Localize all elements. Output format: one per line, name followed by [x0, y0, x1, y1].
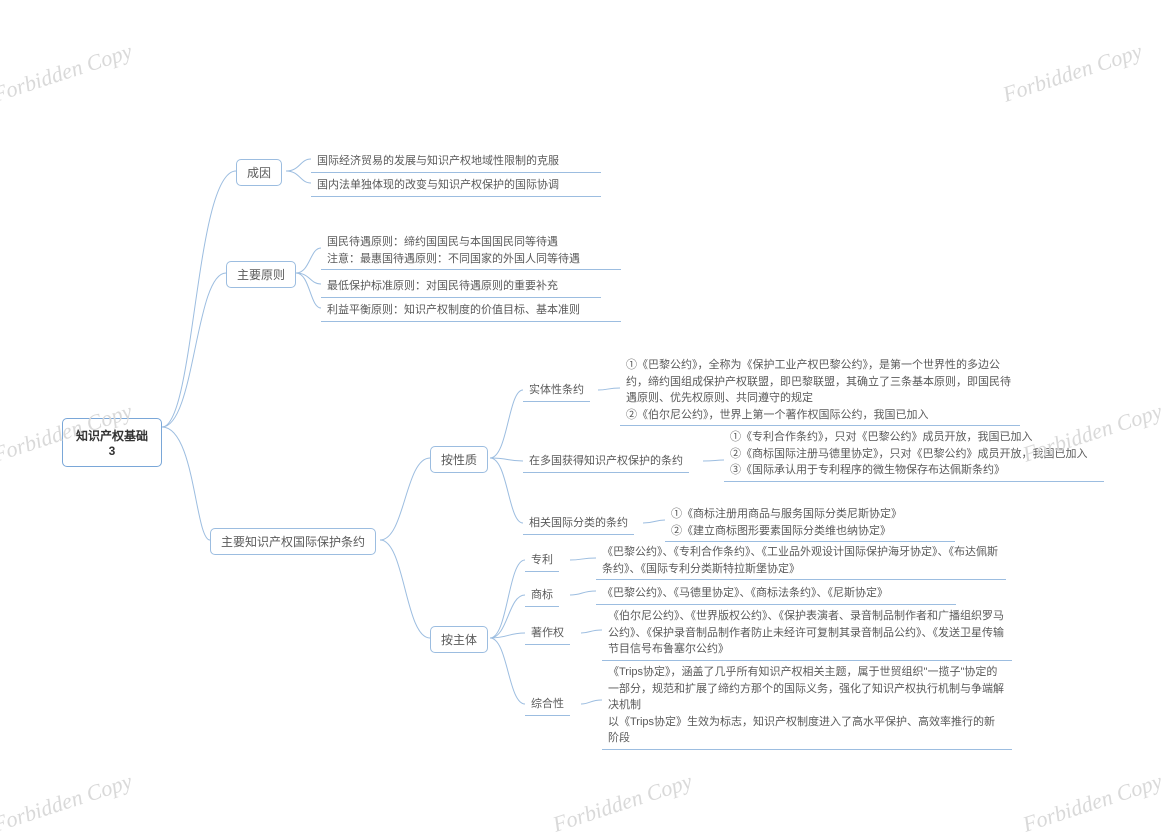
watermark: Forbidden Copy: [0, 38, 135, 107]
leaf-principle-2: 最低保护标准原则：对国民待遇原则的重要补充: [321, 276, 601, 298]
node-classification[interactable]: 相关国际分类的条约: [523, 513, 634, 535]
leaf-trademark: 《巴黎公约》、《马德里协定》、《商标法条约》、《尼斯协定》: [596, 583, 956, 605]
node-cause[interactable]: 成因: [236, 159, 282, 186]
leaf-patent: 《巴黎公约》、《专利合作条约》、《工业品外观设计国际保护海牙协定》、《布达佩斯条…: [596, 542, 1006, 580]
leaf-cause-1: 国际经济贸易的发展与知识产权地域性限制的克服: [311, 151, 601, 173]
leaf-cause-2: 国内法单独体现的改变与知识产权保护的国际协调: [311, 175, 601, 197]
node-trademark[interactable]: 商标: [525, 585, 559, 607]
watermark: Forbidden Copy: [550, 768, 696, 837]
node-by-subject[interactable]: 按主体: [430, 626, 488, 653]
watermark: Forbidden Copy: [0, 768, 135, 837]
watermark: Forbidden Copy: [1000, 38, 1146, 107]
node-substantive[interactable]: 实体性条约: [523, 380, 590, 402]
leaf-principle-3: 利益平衡原则：知识产权制度的价值目标、基本准则: [321, 300, 621, 322]
leaf-classification: ①《商标注册用商品与服务国际分类尼斯协定》 ②《建立商标图形要素国际分类维也纳协…: [665, 504, 955, 542]
leaf-substantive: ①《巴黎公约》，全称为《保护工业产权巴黎公约》，是第一个世界性的多边公约，缔约国…: [620, 355, 1020, 426]
node-principle[interactable]: 主要原则: [226, 261, 296, 288]
node-comprehensive[interactable]: 综合性: [525, 694, 570, 716]
leaf-comprehensive: 《Trips协定》，涵盖了几乎所有知识产权相关主题，属于世贸组织"一揽子"协定的…: [602, 662, 1012, 750]
node-copyright[interactable]: 著作权: [525, 623, 570, 645]
root-node[interactable]: 知识产权基础3: [62, 418, 162, 467]
node-patent[interactable]: 专利: [525, 550, 559, 572]
node-by-nature[interactable]: 按性质: [430, 446, 488, 473]
leaf-principle-1: 国民待遇原则：缔约国国民与本国国民同等待遇 注意：最惠国待遇原则：不同国家的外国…: [321, 232, 621, 270]
node-treaty[interactable]: 主要知识产权国际保护条约: [210, 528, 376, 555]
leaf-copyright: 《伯尔尼公约》、《世界版权公约》、《保护表演者、录音制品制作者和广播组织罗马公约…: [602, 606, 1012, 661]
leaf-multi-country: ①《专利合作条约》，只对《巴黎公约》成员开放，我国已加入 ②《商标国际注册马德里…: [724, 427, 1104, 482]
node-multi-country[interactable]: 在多国获得知识产权保护的条约: [523, 451, 689, 473]
watermark: Forbidden Copy: [1020, 768, 1166, 837]
